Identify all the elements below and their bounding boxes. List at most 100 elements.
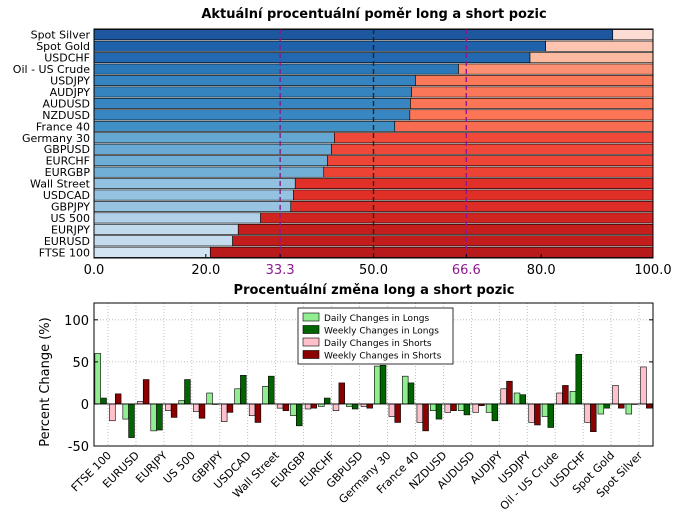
short-bar [410, 98, 654, 109]
long-bar [93, 178, 296, 189]
legend-label: Daily Changes in Longs [324, 314, 429, 324]
top-y-tick-label: USDCHF [44, 52, 90, 65]
bottom-chart-legend: Daily Changes in Longs Weekly Changes in … [297, 307, 454, 365]
bottom-y-tick-label: -50 [68, 440, 89, 455]
change-bar [254, 403, 262, 423]
change-bar [109, 403, 116, 422]
change-bar [351, 403, 359, 410]
short-bar [409, 109, 654, 121]
change-bar [262, 385, 269, 405]
short-bar [293, 189, 654, 201]
long-bar [93, 155, 328, 167]
top-x-tick-label: 50.0 [359, 263, 388, 278]
short-bar [260, 212, 654, 224]
long-bar [93, 201, 292, 212]
top-y-tick-label: France 40 [36, 120, 90, 133]
change-bar [248, 403, 256, 417]
long-bar [93, 223, 239, 235]
change-bar [240, 375, 247, 405]
bottom-plot-frame [93, 302, 654, 447]
change-bar [388, 403, 396, 417]
top-x-tick-label: 33.3 [266, 263, 295, 278]
long-bar [93, 143, 332, 155]
change-bar [569, 391, 577, 405]
top-y-tick-label: AUDUSD [42, 97, 90, 110]
change-bar [323, 397, 331, 405]
top-y-tick-label: FTSE 100 [39, 246, 90, 259]
change-bar [603, 403, 610, 409]
change-bar [450, 403, 457, 411]
change-bar [198, 403, 206, 419]
change-bar [541, 403, 549, 417]
short-bar [294, 178, 654, 189]
long-bar [93, 98, 411, 109]
change-bar [584, 403, 591, 423]
bottom-y-tick-label: 0 [81, 398, 89, 413]
change-bar [170, 403, 178, 418]
change-bar [472, 403, 479, 413]
long-bar [93, 189, 294, 201]
change-bar [206, 392, 213, 405]
long-bar [93, 40, 546, 52]
long-bar [93, 246, 211, 258]
change-bar [282, 403, 290, 411]
short-bar [334, 132, 654, 144]
top-y-tick-label: NZDUSD [42, 109, 90, 122]
short-bar [415, 75, 654, 86]
change-bar [114, 393, 122, 405]
change-bar [618, 403, 625, 409]
bottom-chart-bars [94, 353, 653, 438]
change-bar [156, 403, 163, 431]
long-bar [93, 86, 412, 98]
change-bar [268, 375, 275, 405]
change-bar [519, 394, 527, 405]
top-y-tick-label: GBPUSD [44, 143, 90, 156]
short-bar [394, 120, 654, 132]
change-bar [528, 403, 535, 423]
top-y-tick-label: Wall Street [30, 178, 91, 191]
change-bar [234, 388, 241, 405]
change-bar [366, 403, 373, 409]
change-bar [463, 403, 471, 416]
short-bar [209, 246, 654, 258]
change-bar [402, 375, 409, 405]
top-y-tick-label: EURUSD [44, 235, 90, 248]
change-bar [178, 400, 185, 405]
change-bar [612, 385, 619, 405]
long-bar [93, 29, 614, 41]
change-bar [416, 403, 424, 423]
top-chart-title: Aktuální procentuální poměr long a short… [201, 7, 546, 22]
change-bar [646, 403, 653, 409]
top-chart-bars [93, 29, 654, 258]
change-bar [94, 353, 101, 405]
top-x-tick-label: 66.6 [452, 263, 481, 278]
short-bar [411, 86, 654, 98]
top-y-tick-label: Oil - US Crude [13, 63, 90, 76]
change-bar [184, 379, 191, 405]
change-bar [374, 365, 381, 405]
short-bar [290, 201, 654, 212]
long-bar [93, 166, 325, 178]
change-bar [444, 403, 451, 413]
change-bar [575, 354, 582, 405]
top-x-tick-label: 100.0 [634, 263, 671, 278]
long-bar [93, 120, 396, 132]
change-bar [150, 403, 157, 432]
change-bar [296, 403, 303, 427]
top-y-tick-label: USDJPY [50, 75, 90, 88]
change-bar [128, 403, 135, 438]
top-y-tick-label: Spot Silver [31, 29, 91, 42]
change-bar [100, 397, 107, 405]
change-bar [422, 403, 429, 432]
short-bar [232, 235, 654, 247]
change-bar [226, 403, 234, 413]
change-bar [556, 392, 563, 405]
change-bar [562, 385, 569, 405]
long-bar [93, 235, 233, 247]
change-bar [165, 403, 172, 411]
bottom-y-tick-label: 50 [72, 356, 89, 371]
legend-swatch [302, 312, 320, 322]
short-bar [545, 40, 654, 52]
change-bar [142, 379, 150, 405]
legend-box [297, 307, 454, 365]
